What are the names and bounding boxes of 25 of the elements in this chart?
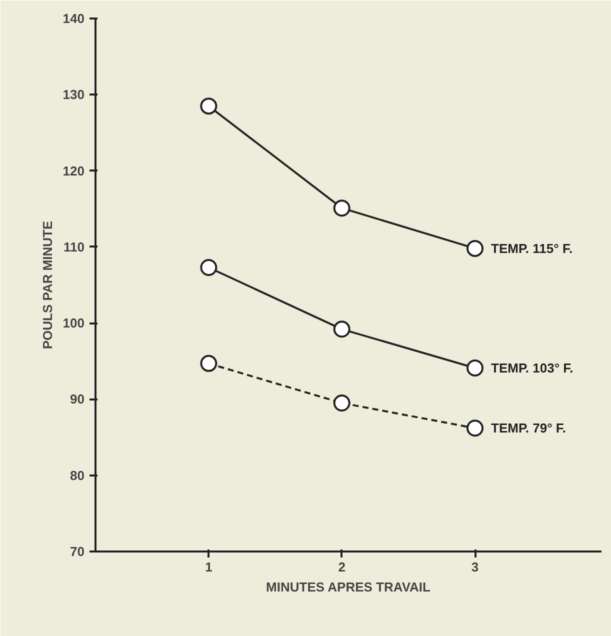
- point: [333, 320, 350, 338]
- point: [466, 420, 484, 437]
- point: [333, 394, 350, 412]
- y-tick-label: 80: [70, 468, 85, 483]
- x-tick-label: 2: [338, 560, 346, 574]
- series-label: TEMP. 79° F.: [491, 420, 566, 436]
- point: [200, 354, 218, 372]
- point: [200, 98, 218, 115]
- y-tick-label: 140: [62, 11, 85, 26]
- y-tick-label: 70: [70, 544, 85, 559]
- y-tick-label: 120: [62, 163, 85, 178]
- y-tick-label: 130: [62, 87, 85, 102]
- series-label: TEMP. 115° F.: [491, 240, 573, 256]
- x-tick-label: 1: [205, 560, 212, 574]
- point: [466, 240, 484, 257]
- y-tick-label: 110: [64, 239, 85, 254]
- y-tick-label: 90: [70, 392, 85, 407]
- y-axis-title: POULS PAR MINUTE: [40, 220, 55, 350]
- x-axis-title: MINUTES APRES TRAVAIL: [266, 580, 431, 594]
- series-label: TEMP. 103° F.: [491, 360, 574, 376]
- x-tick-label: 3: [471, 560, 479, 574]
- point: [466, 360, 484, 376]
- point: [200, 259, 218, 276]
- point: [333, 200, 350, 217]
- y-tick-label: 100: [62, 316, 85, 331]
